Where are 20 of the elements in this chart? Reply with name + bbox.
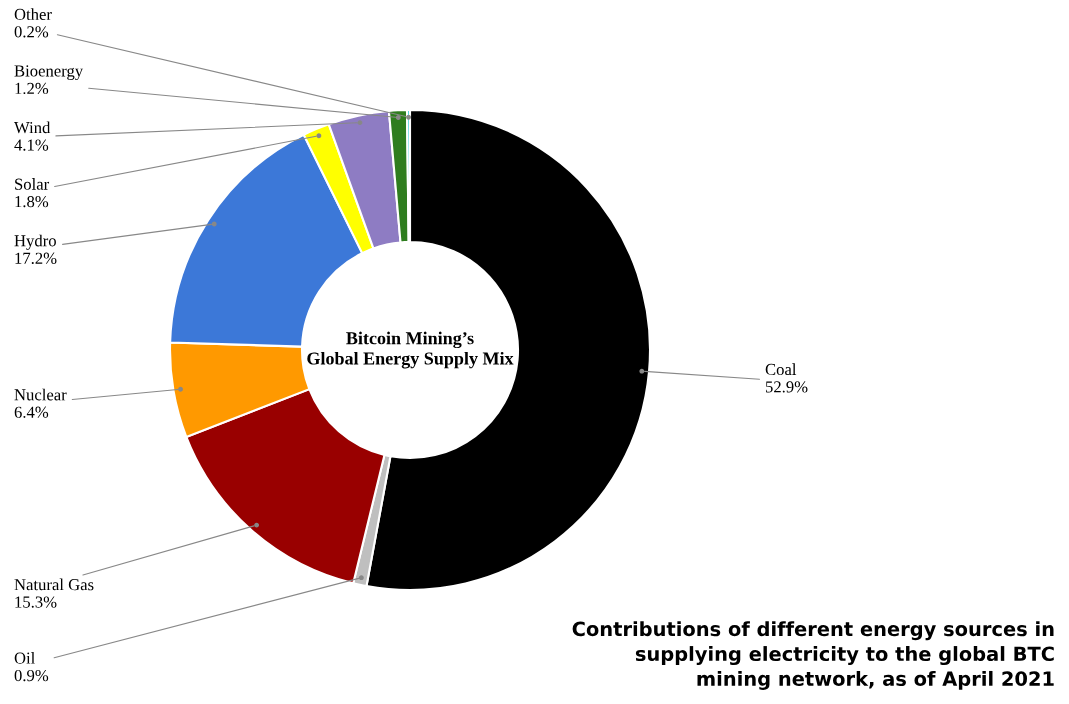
slice-label: Other <box>14 8 52 20</box>
data-label: 6.4% <box>14 406 49 418</box>
text: Bitcoin Mining’s Global Energy Supply Mix <box>307 331 514 369</box>
slice-label: Bioenergy <box>14 65 84 80</box>
slice-label: Wind <box>14 121 51 134</box>
data-label: 1.8% <box>15 195 49 208</box>
slice-label: Solar <box>15 178 50 190</box>
data-label: 15.3% <box>15 596 57 608</box>
data-label: 1.2% <box>15 82 49 95</box>
slice-label: Hydro <box>14 234 56 250</box>
slice-label: Oil <box>14 652 35 664</box>
data-label: 4.1% <box>14 139 49 151</box>
data-label: 52.9% <box>765 381 808 393</box>
text: Contributions of different energy sources in supplying electricity to the global BTC mining network, as of April 2021 <box>572 621 1054 690</box>
slice-label: Nuclear <box>14 388 67 401</box>
slice-label: Coal <box>765 363 797 376</box>
data-label: 0.2% <box>14 26 49 38</box>
slice-label: Natural Gas <box>14 578 94 591</box>
data-label: 17.2% <box>15 252 57 264</box>
data-label: 0.9% <box>14 669 49 682</box>
